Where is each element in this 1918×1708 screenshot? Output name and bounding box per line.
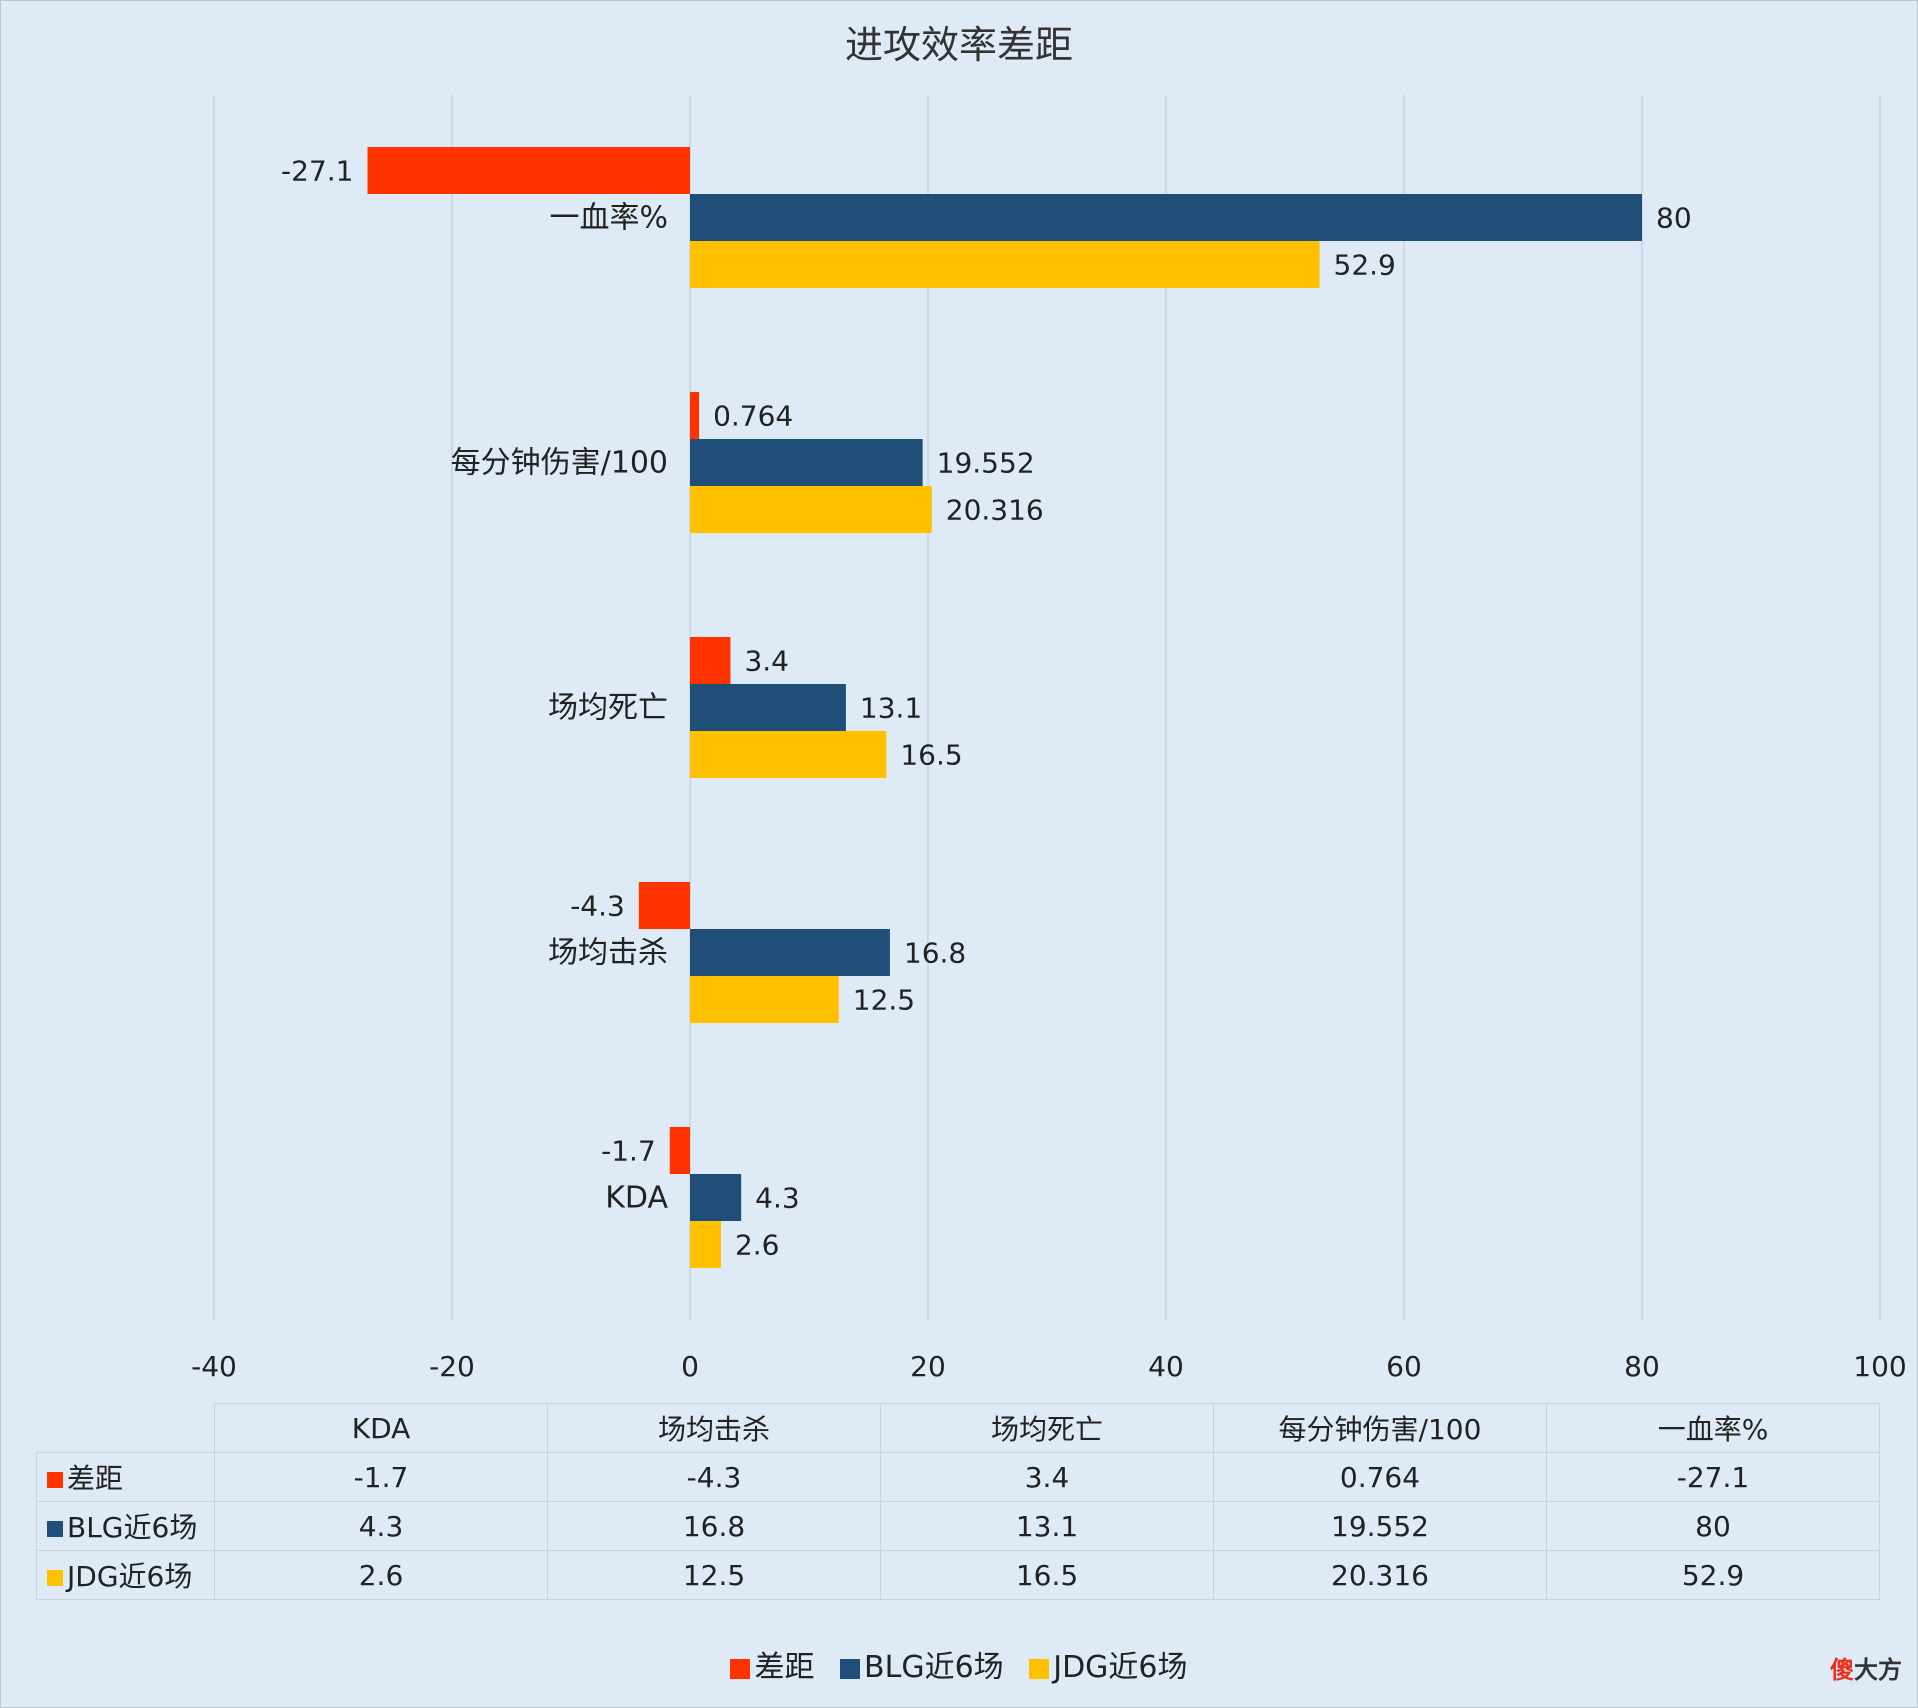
watermark: 傻大方 <box>1830 1656 1902 1684</box>
legend-key-icon <box>47 1521 63 1537</box>
category-label: KDA <box>605 1181 668 1216</box>
legend-item: JDG近6场 <box>1029 1642 1188 1686</box>
bar <box>690 392 700 439</box>
table-cell: -27.1 <box>1546 1452 1880 1502</box>
data-label: 13.1 <box>860 692 922 725</box>
data-label: 12.5 <box>853 984 915 1017</box>
table-cell: -4.3 <box>547 1452 881 1502</box>
chart-title: 进攻效率差距 <box>844 23 1073 67</box>
bar <box>367 147 690 194</box>
bar <box>638 882 690 929</box>
table-row: BLG近6场 4.3 16.8 13.1 19.552 80 <box>36 1501 1880 1551</box>
table-corner <box>36 1403 215 1453</box>
table-cell: 52.9 <box>1546 1550 1880 1600</box>
bar <box>669 1127 690 1174</box>
data-label: 16.5 <box>900 739 962 772</box>
data-label: 16.8 <box>904 937 966 970</box>
data-label: -4.3 <box>570 890 625 923</box>
data-table: KDA 场均击杀 场均死亡 每分钟伤害/100 一血率% 差距 -1.7 -4.… <box>36 1403 1880 1600</box>
table-cell: 20.316 <box>1213 1550 1547 1600</box>
x-tick-label: 20 <box>910 1350 946 1383</box>
bar <box>690 241 1320 288</box>
table-header: 场均死亡 <box>880 1403 1214 1453</box>
x-tick-label: -20 <box>429 1350 475 1383</box>
bar <box>690 486 932 533</box>
category-label: 场均击杀 <box>548 936 668 971</box>
table-cell: 12.5 <box>547 1550 881 1600</box>
legend-key-icon <box>730 1658 751 1679</box>
table-cell: 80 <box>1546 1501 1880 1551</box>
category-label: 一血率% <box>549 201 668 236</box>
bar <box>690 731 887 778</box>
data-label: 2.6 <box>735 1229 780 1262</box>
data-label: -1.7 <box>601 1135 656 1168</box>
bar <box>690 637 731 684</box>
legend-key-icon <box>47 1570 63 1586</box>
legend-item: BLG近6场 <box>840 1642 1004 1686</box>
bar <box>690 194 1642 241</box>
x-tick-label: 40 <box>1148 1350 1184 1383</box>
data-label: 4.3 <box>755 1182 800 1215</box>
table-cell: 0.764 <box>1213 1452 1547 1502</box>
table-cell: 3.4 <box>880 1452 1214 1502</box>
data-label: -27.1 <box>281 155 353 188</box>
data-label: 0.764 <box>713 400 793 433</box>
table-cell: 16.8 <box>547 1501 881 1551</box>
bar <box>690 929 890 976</box>
table-cell: 2.6 <box>214 1550 548 1600</box>
table-row: 差距 -1.7 -4.3 3.4 0.764 -27.1 <box>36 1452 1880 1502</box>
table-header: 场均击杀 <box>547 1403 881 1453</box>
table-header: 一血率% <box>1546 1403 1880 1453</box>
table-cell: -1.7 <box>214 1452 548 1502</box>
legend-item: 差距 <box>730 1642 814 1686</box>
table-row: JDG近6场 2.6 12.5 16.5 20.316 52.9 <box>36 1550 1880 1600</box>
legend-key-icon <box>47 1472 63 1488</box>
bar <box>690 1221 721 1268</box>
x-tick-label: 0 <box>681 1350 699 1383</box>
category-label: 场均死亡 <box>548 691 668 726</box>
table-row-label: 差距 <box>36 1452 215 1502</box>
table-row-label: JDG近6场 <box>36 1550 215 1600</box>
bar <box>690 1174 742 1221</box>
table-row-label: BLG近6场 <box>36 1501 215 1551</box>
x-tick-label: 80 <box>1624 1350 1660 1383</box>
x-tick-label: 100 <box>1853 1350 1906 1383</box>
data-label: 3.4 <box>744 645 789 678</box>
data-label: 52.9 <box>1334 249 1396 282</box>
bar <box>690 976 839 1023</box>
legend: 差距 BLG近6场 JDG近6场 <box>0 1642 1918 1686</box>
data-label: 20.316 <box>946 494 1044 527</box>
data-label: 19.552 <box>937 447 1035 480</box>
legend-key-icon <box>1029 1658 1050 1679</box>
data-label: 80 <box>1656 202 1692 235</box>
bar <box>690 439 923 486</box>
table-header: 每分钟伤害/100 <box>1213 1403 1547 1453</box>
table-cell: 4.3 <box>214 1501 548 1551</box>
bar-chart: -40 -20 0 20 40 60 80 100 -1.7 4.3 2.6 KDA -4.3 16.8 1… <box>191 95 1907 1383</box>
x-tick-label: 60 <box>1386 1350 1422 1383</box>
table-header-row: KDA 场均击杀 场均死亡 每分钟伤害/100 一血率% <box>36 1403 1880 1453</box>
category-label: 每分钟伤害/100 <box>451 446 668 481</box>
table-cell: 19.552 <box>1213 1501 1547 1551</box>
table-header: KDA <box>214 1403 548 1453</box>
table-cell: 13.1 <box>880 1501 1214 1551</box>
table-cell: 16.5 <box>880 1550 1214 1600</box>
legend-key-icon <box>840 1658 861 1679</box>
bar <box>690 684 846 731</box>
x-tick-label: -40 <box>191 1350 237 1383</box>
